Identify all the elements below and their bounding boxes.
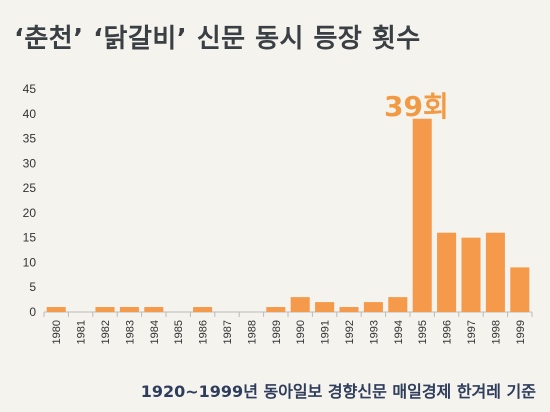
bar-1994 bbox=[388, 297, 408, 312]
source-note: 1920~1999년 동아일보 경향신문 매일경제 한겨레 기준 bbox=[140, 382, 536, 401]
chart-title: ‘춘천’ ‘닭갈비’ 신문 동시 등장 횟수 bbox=[14, 24, 421, 54]
bar-1995 bbox=[412, 118, 432, 312]
x-tick-label: 1985 bbox=[173, 320, 185, 344]
bar-1998 bbox=[485, 232, 505, 312]
y-tick-label: 35 bbox=[23, 132, 37, 146]
y-tick-label: 25 bbox=[23, 181, 37, 195]
x-tick-label: 1981 bbox=[76, 320, 88, 344]
bars bbox=[46, 118, 530, 312]
x-tick-label: 1997 bbox=[466, 320, 478, 344]
y-tick-label: 30 bbox=[23, 156, 37, 170]
y-tick-label: 45 bbox=[23, 82, 37, 96]
x-tick-label: 1988 bbox=[246, 320, 258, 344]
bar-1980 bbox=[46, 307, 66, 312]
bar-1984 bbox=[144, 307, 164, 312]
bar-1996 bbox=[437, 232, 457, 312]
bar-1983 bbox=[119, 307, 139, 312]
x-tick-label: 1990 bbox=[295, 320, 307, 344]
x-tick-label: 1983 bbox=[124, 320, 136, 344]
bar-1999 bbox=[510, 267, 530, 312]
x-tick-label: 1994 bbox=[393, 320, 405, 344]
y-tick-label: 20 bbox=[23, 206, 37, 220]
y-tick-label: 5 bbox=[29, 280, 36, 294]
x-tick-label: 1987 bbox=[222, 320, 234, 344]
bar-1986 bbox=[193, 307, 213, 312]
y-axis: 0 5 10 15 20 25 30 35 40 45 bbox=[23, 82, 37, 319]
peak-callout: 39회 bbox=[384, 90, 449, 123]
x-tick-label: 1993 bbox=[368, 320, 380, 344]
x-tick-label: 1995 bbox=[417, 320, 429, 344]
bar-1990 bbox=[290, 297, 310, 312]
x-tick-label: 1998 bbox=[490, 320, 502, 344]
bar-1992 bbox=[339, 307, 359, 312]
x-tick-label: 1986 bbox=[198, 320, 210, 344]
y-tick-label: 0 bbox=[29, 305, 36, 319]
x-axis: 1980 1981 1982 1983 1984 1985 1986 1987 1988 1989… bbox=[43, 311, 533, 344]
y-tick-label: 10 bbox=[23, 255, 37, 269]
x-tick-label: 1980 bbox=[51, 320, 63, 344]
bar-1993 bbox=[363, 302, 383, 312]
bar-1989 bbox=[266, 307, 286, 312]
y-tick-label: 40 bbox=[23, 107, 37, 121]
x-tick-label: 1999 bbox=[515, 320, 527, 344]
bar-1997 bbox=[461, 237, 481, 312]
x-tick-label: 1992 bbox=[344, 320, 356, 344]
bar-1991 bbox=[315, 302, 335, 312]
x-tick-label: 1989 bbox=[271, 320, 283, 344]
x-tick-label: 1984 bbox=[149, 320, 161, 344]
x-tick-label: 1982 bbox=[100, 320, 112, 344]
x-tick-label: 1996 bbox=[442, 320, 454, 344]
x-tick-label: 1991 bbox=[320, 320, 332, 344]
y-tick-label: 15 bbox=[23, 231, 37, 245]
bar-1982 bbox=[95, 307, 115, 312]
